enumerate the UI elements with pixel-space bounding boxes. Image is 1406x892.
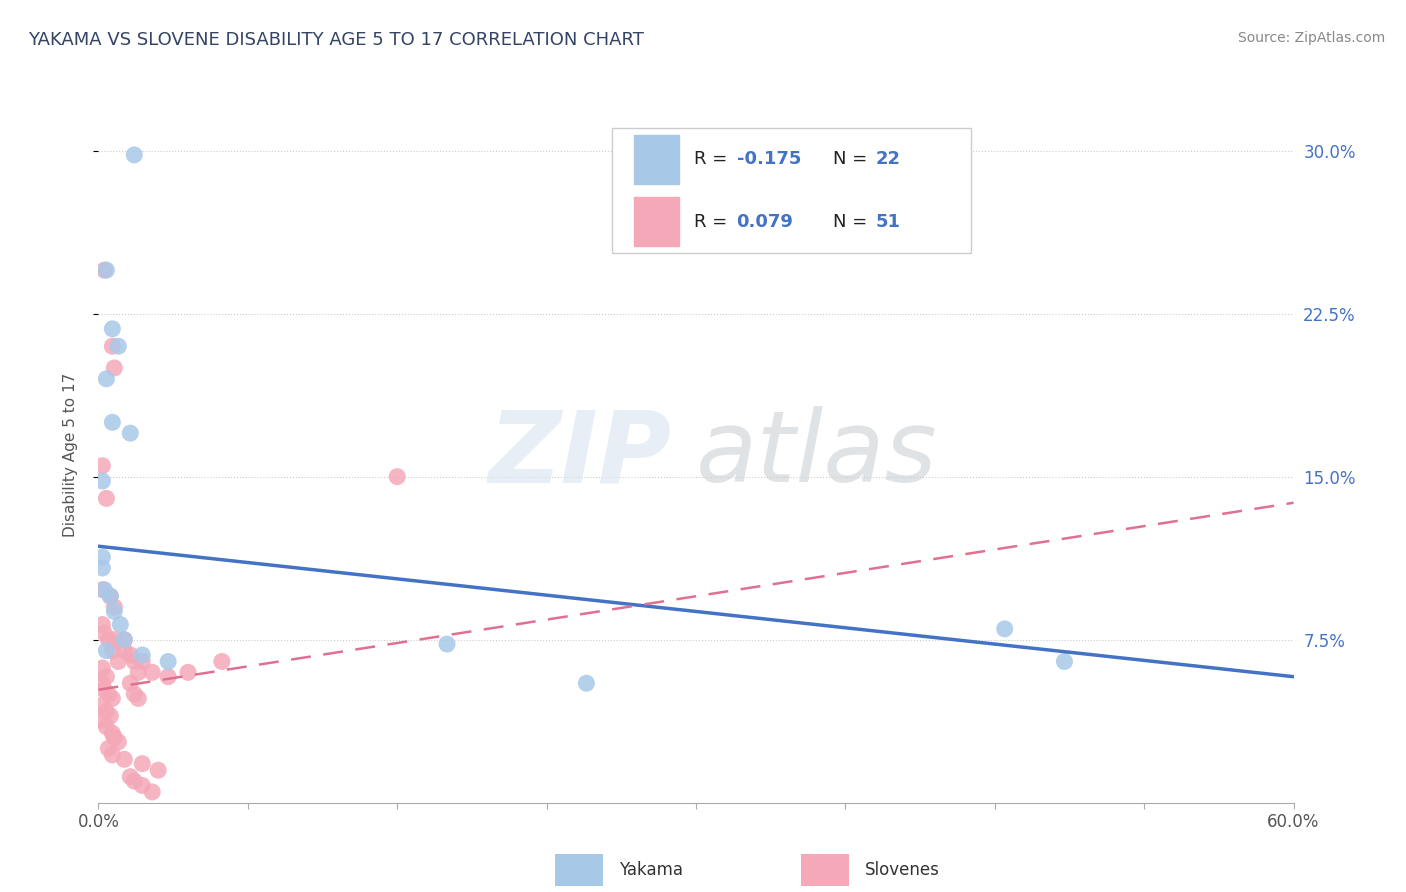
Point — [97, 741, 120, 756]
Point — [91, 561, 114, 575]
Point — [131, 756, 153, 771]
Point — [120, 426, 142, 441]
Point — [211, 655, 233, 669]
Point — [103, 731, 125, 745]
Point — [112, 752, 135, 766]
Point — [91, 582, 114, 597]
Text: 51: 51 — [875, 213, 900, 231]
Point — [120, 770, 142, 784]
Point — [127, 665, 149, 680]
Point — [91, 550, 114, 565]
Point — [385, 469, 409, 483]
Point — [100, 589, 122, 603]
Point — [1053, 655, 1076, 669]
Point — [93, 626, 115, 640]
Point — [103, 600, 125, 615]
Point — [110, 617, 132, 632]
Point — [101, 643, 124, 657]
Text: N =: N = — [834, 150, 873, 169]
Point — [96, 491, 118, 506]
Text: ZIP: ZIP — [489, 407, 672, 503]
Point — [112, 632, 135, 647]
Y-axis label: Disability Age 5 to 17: Disability Age 5 to 17 — [63, 373, 77, 537]
Text: -0.175: -0.175 — [737, 150, 801, 169]
Point — [148, 763, 170, 777]
Point — [91, 617, 114, 632]
Point — [97, 687, 120, 701]
Point — [93, 263, 115, 277]
Point — [91, 458, 114, 473]
Text: atlas: atlas — [696, 407, 938, 503]
Point — [91, 661, 114, 675]
Point — [124, 687, 146, 701]
Text: N =: N = — [834, 213, 873, 231]
Point — [131, 655, 153, 669]
Point — [103, 360, 125, 375]
Point — [96, 372, 118, 386]
Text: Yakama: Yakama — [619, 861, 683, 879]
Point — [91, 698, 114, 712]
Point — [157, 655, 180, 669]
Text: 0.079: 0.079 — [737, 213, 793, 231]
Point — [91, 474, 114, 488]
Point — [101, 747, 124, 762]
Point — [107, 655, 129, 669]
Point — [103, 632, 125, 647]
Point — [124, 148, 146, 162]
Point — [96, 705, 118, 719]
Text: R =: R = — [693, 150, 733, 169]
Point — [131, 778, 153, 792]
Point — [575, 676, 598, 690]
Point — [141, 665, 163, 680]
Point — [97, 632, 120, 647]
Point — [101, 322, 124, 336]
Text: 22: 22 — [875, 150, 900, 169]
Point — [107, 339, 129, 353]
Bar — [634, 197, 679, 246]
Text: Source: ZipAtlas.com: Source: ZipAtlas.com — [1237, 31, 1385, 45]
Point — [96, 643, 118, 657]
Point — [120, 676, 142, 690]
Point — [93, 582, 115, 597]
Point — [100, 708, 122, 723]
Point — [112, 632, 135, 647]
Point — [101, 691, 124, 706]
Point — [103, 605, 125, 619]
Point — [436, 637, 458, 651]
Point — [141, 785, 163, 799]
Text: Slovenes: Slovenes — [865, 861, 939, 879]
Point — [124, 774, 146, 789]
Point — [101, 415, 124, 429]
Text: YAKAMA VS SLOVENE DISABILITY AGE 5 TO 17 CORRELATION CHART: YAKAMA VS SLOVENE DISABILITY AGE 5 TO 17… — [28, 31, 644, 49]
Point — [124, 655, 146, 669]
Point — [107, 735, 129, 749]
Point — [96, 720, 118, 734]
Bar — [634, 135, 679, 184]
FancyBboxPatch shape — [613, 128, 970, 253]
Point — [96, 263, 118, 277]
Point — [131, 648, 153, 662]
Point — [157, 670, 180, 684]
Point — [120, 648, 142, 662]
Point — [127, 691, 149, 706]
Point — [100, 589, 122, 603]
Point — [91, 713, 114, 727]
Point — [91, 676, 114, 690]
Point — [101, 726, 124, 740]
Point — [994, 622, 1017, 636]
Point — [112, 643, 135, 657]
Point — [96, 670, 118, 684]
Point — [101, 339, 124, 353]
Point — [177, 665, 200, 680]
Text: R =: R = — [693, 213, 733, 231]
Point — [93, 682, 115, 697]
